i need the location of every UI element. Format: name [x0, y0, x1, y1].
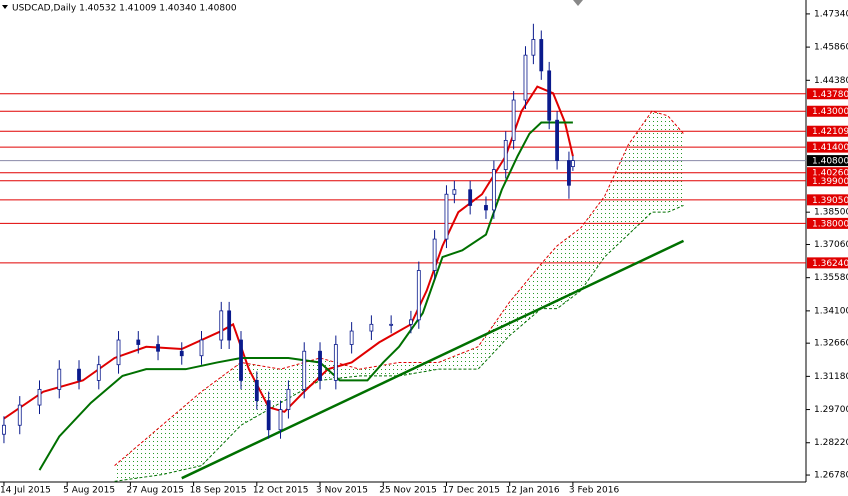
candle-body: [136, 339, 141, 345]
x-tick-label: 12 Jan 2016: [506, 486, 560, 496]
x-tick-label: 3 Nov 2015: [316, 486, 368, 496]
level-label: 1.43780: [812, 90, 848, 100]
level-label-box: [807, 88, 848, 100]
candle-body: [349, 330, 354, 345]
candle-body: [77, 368, 81, 381]
candle-body: [17, 404, 22, 426]
candle-body: [369, 323, 374, 332]
level-label-box: [807, 155, 848, 167]
candle-body: [318, 350, 322, 381]
level-label: 1.39900: [812, 177, 848, 187]
candle-body: [2, 424, 6, 435]
y-tick-label: 1.47340: [814, 9, 848, 19]
y-tick-label: 1.29700: [814, 405, 848, 415]
level-label: 1.38000: [812, 219, 848, 229]
candle-body: [570, 160, 575, 168]
candle-body: [567, 160, 571, 186]
trade-marker: [573, 0, 583, 6]
level-label-box: [807, 194, 848, 206]
cloud-span: [114, 204, 684, 482]
indicator-line: [38, 121, 573, 471]
x-tick-label: 18 Sep 2015: [190, 486, 247, 496]
menu-arrow[interactable]: [2, 5, 8, 9]
candle-body: [547, 70, 552, 121]
candle-body: [254, 379, 259, 401]
candle-body: [432, 238, 437, 271]
candle-body: [179, 350, 184, 357]
candle-body: [484, 205, 488, 211]
level-label-box: [807, 217, 848, 229]
y-tick-label: 1.32660: [814, 339, 848, 349]
x-tick-label: 3 Feb 2016: [569, 486, 620, 496]
candle-body: [444, 193, 449, 240]
level-label-box: [807, 175, 848, 187]
trend-line: [181, 239, 685, 480]
level-label: 1.41400: [812, 143, 848, 153]
candle-body: [409, 319, 413, 325]
x-tick-label: 17 Dec 2015: [442, 486, 500, 496]
level-label: 1.42109: [812, 127, 848, 137]
candle-body: [227, 310, 232, 341]
y-tick-label: 1.45860: [814, 43, 848, 53]
candle-body: [57, 368, 62, 390]
level-label-box: [807, 257, 848, 269]
x-tick-label: 12 Oct 2015: [253, 486, 309, 496]
candle-body: [37, 388, 42, 406]
level-label: 1.40260: [812, 169, 848, 179]
x-tick-label: 27 Aug 2015: [126, 486, 184, 496]
chart-title: USDCAD,Daily 1.40532 1.41009 1.40340 1.4…: [12, 4, 237, 14]
candle-body: [539, 39, 544, 72]
candle-body: [452, 189, 457, 195]
candle-body: [555, 119, 559, 161]
candle-body: [302, 350, 307, 390]
candle-body: [468, 189, 473, 206]
level-label-box: [807, 167, 848, 179]
candle-body: [156, 344, 160, 352]
candle-body: [266, 400, 271, 431]
candle-body: [219, 310, 224, 341]
candle-body: [286, 388, 291, 410]
candle-body: [491, 169, 496, 211]
level-label: 1.40800: [812, 157, 848, 167]
level-label-box: [807, 141, 848, 153]
cloud-fill: [114, 111, 684, 482]
level-label: 1.43000: [812, 107, 848, 117]
y-tick-label: 1.35580: [814, 273, 848, 283]
y-tick-label: 1.34100: [814, 306, 848, 316]
candle-body: [503, 140, 508, 170]
candle-body: [511, 99, 516, 141]
y-tick-label: 1.28220: [814, 438, 848, 448]
candle-body: [96, 364, 101, 381]
candle-body: [116, 339, 121, 366]
cloud-span: [114, 110, 684, 467]
y-tick-label: 1.31180: [814, 372, 848, 382]
candle-body: [239, 339, 243, 381]
candle-body: [523, 54, 528, 101]
y-tick-label: 1.37060: [814, 240, 848, 250]
level-label-box: [807, 125, 848, 137]
level-label: 1.39050: [812, 196, 848, 206]
level-label: 1.36240: [812, 259, 848, 269]
candle-body: [199, 339, 204, 357]
candle-body: [278, 409, 283, 431]
candle-body: [416, 270, 421, 321]
level-label-box: [807, 105, 848, 117]
y-tick-label: 1.26780: [814, 471, 848, 481]
candle-body: [389, 323, 394, 326]
candle-body: [531, 39, 536, 56]
y-tick-label: 1.38500: [814, 208, 848, 218]
x-tick-label: 25 Nov 2015: [379, 486, 437, 496]
candle-body: [333, 344, 338, 381]
x-tick-label: 14 Jul 2015: [0, 486, 51, 496]
indicator-line: [3, 85, 574, 420]
x-tick-label: 5 Aug 2015: [63, 486, 115, 496]
y-tick-label: 1.44380: [814, 76, 848, 86]
